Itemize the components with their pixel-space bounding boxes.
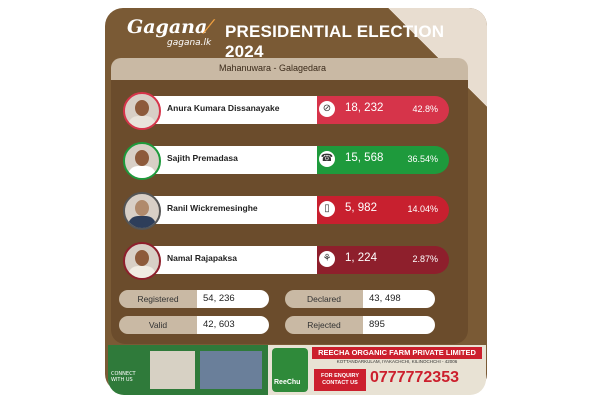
candidate-row: Namal Rajapaksa ⚘ 1, 224 2.87% [123, 242, 450, 280]
stat-valid: Valid 42, 603 [119, 316, 269, 334]
candidate-row: Sajith Premadasa ☎ 15, 568 36.54% [123, 142, 450, 180]
candidate-pill [135, 196, 449, 224]
ad-photo [200, 351, 262, 389]
stat-rejected: Rejected 895 [285, 316, 435, 334]
stat-value: 895 [363, 316, 435, 334]
election-card: Gagana⁄ gagana.lk PRESIDENTIAL ELECTION … [105, 8, 487, 392]
stat-label: Declared [285, 290, 363, 308]
stat-label: Rejected [285, 316, 363, 334]
candidate-name: Namal Rajapaksa [167, 253, 237, 263]
candidate-pill [135, 96, 449, 124]
flower-bud-icon: ⚘ [319, 251, 335, 267]
candidate-avatar [123, 142, 161, 180]
page-title: PRESIDENTIAL ELECTION 2024 [225, 22, 445, 61]
stat-value: 43, 498 [363, 290, 435, 308]
gas-cylinder-icon: ▯ [319, 201, 335, 217]
ad-banner[interactable]: CONNECT WITH US ReeChu REECHA ORGANIC FA… [108, 345, 486, 395]
stat-label: Registered [119, 290, 197, 308]
candidate-votes: 1, 224 [345, 252, 377, 264]
candidate-avatar [123, 242, 161, 280]
candidate-votes: 5, 982 [345, 202, 377, 214]
ad-connect-label: CONNECT WITH US [111, 371, 136, 383]
telephone-icon: ☎ [319, 151, 335, 167]
reechu-logo-icon [272, 348, 308, 392]
ad-enquiry: FOR ENQUIRY CONTACT US [314, 369, 366, 391]
candidate-votes: 15, 568 [345, 152, 384, 164]
ad-address: KOTTANDARKULAM, IYAKACHCHI, KILINOCHCHI … [336, 359, 458, 364]
logo-site: gagana.lk [167, 38, 212, 48]
candidate-name: Ranil Wickremesinghe [167, 203, 258, 213]
ad-photo-strip: CONNECT WITH US [108, 345, 268, 395]
candidate-percent: 42.8% [412, 104, 438, 114]
header: Gagana⁄ gagana.lk PRESIDENTIAL ELECTION … [105, 8, 487, 61]
candidate-avatar [123, 92, 161, 130]
stat-declared: Declared 43, 498 [285, 290, 435, 308]
location-bar: Mahanuwara - Galagedara [111, 58, 468, 80]
ad-photo [150, 351, 195, 389]
compass-icon: ⊘ [319, 101, 335, 117]
stat-value: 54, 236 [197, 290, 269, 308]
candidate-percent: 2.87% [412, 254, 438, 264]
logo: Gagana⁄ [127, 16, 211, 38]
ad-phone[interactable]: 0777772353 [370, 369, 459, 386]
candidate-row: Ranil Wickremesinghe ▯ 5, 982 14.04% [123, 192, 450, 230]
candidate-row: Anura Kumara Dissanayake ⊘ 18, 232 42.8% [123, 92, 450, 130]
candidate-percent: 36.54% [407, 154, 438, 164]
ad-company: REECHA ORGANIC FARM PRIVATE LIMITED [312, 347, 482, 359]
candidate-name: Anura Kumara Dissanayake [167, 103, 280, 113]
stat-registered: Registered 54, 236 [119, 290, 269, 308]
candidate-name: Sajith Premadasa [167, 153, 238, 163]
candidate-pill [135, 146, 449, 174]
candidate-percent: 14.04% [407, 204, 438, 214]
candidate-avatar [123, 192, 161, 230]
stat-value: 42, 603 [197, 316, 269, 334]
candidate-pill [135, 246, 449, 274]
ad-brand: ReeChu [274, 379, 301, 386]
candidate-votes: 18, 232 [345, 102, 384, 114]
stat-label: Valid [119, 316, 197, 334]
location-label: Mahanuwara - Galagedara [219, 63, 327, 73]
